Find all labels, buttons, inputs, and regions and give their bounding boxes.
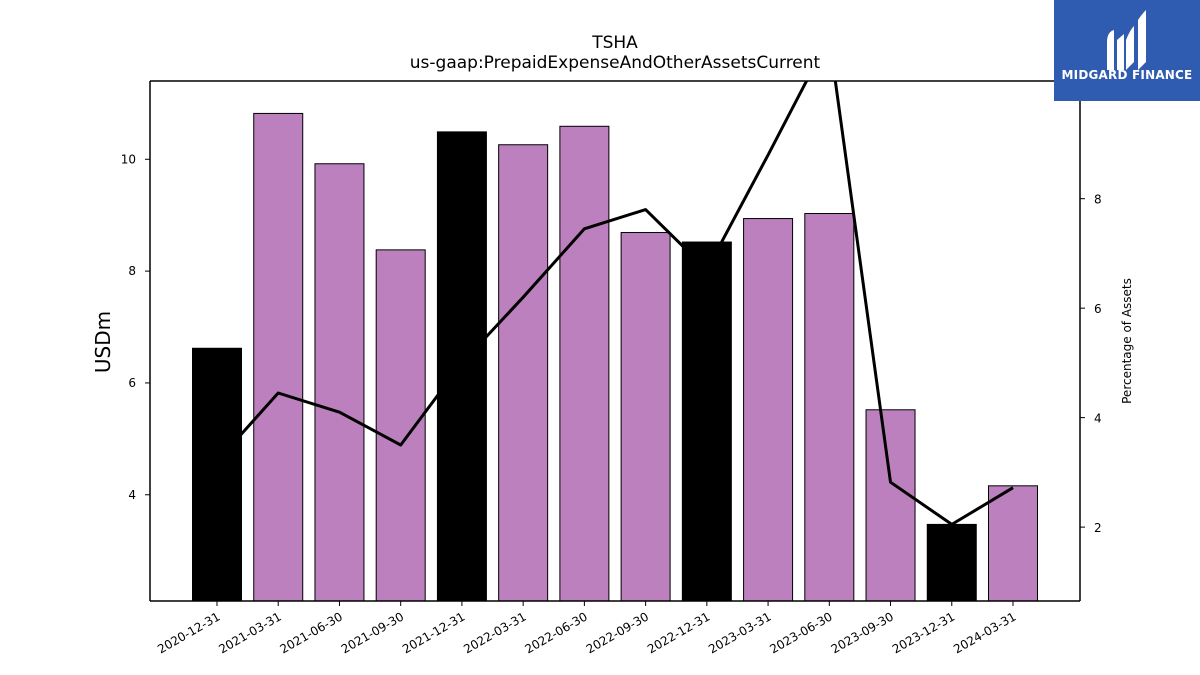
left-tick-label: 4 bbox=[128, 488, 136, 502]
right-tick-label: 8 bbox=[1094, 193, 1102, 207]
x-tick-label: 2021-09-30 bbox=[339, 609, 406, 656]
logo-text: MIDGARD FINANCE bbox=[1061, 68, 1193, 82]
right-tick-label: 6 bbox=[1094, 302, 1102, 316]
bar-2023-09-30 bbox=[865, 409, 916, 601]
bar-2020-12-31 bbox=[192, 347, 242, 601]
logo-mark-icon bbox=[1107, 10, 1146, 70]
bar-2021-09-30 bbox=[375, 249, 426, 601]
bar-2022-03-31 bbox=[498, 144, 549, 601]
x-tick-label: 2020-12-31 bbox=[155, 609, 222, 656]
x-tick-label: 2022-06-30 bbox=[522, 609, 589, 656]
x-tick-label: 2023-03-31 bbox=[706, 609, 773, 656]
chart-subtitle: us-gaap:PrepaidExpenseAndOtherAssetsCurr… bbox=[410, 53, 821, 73]
x-tick-label: 2023-12-31 bbox=[890, 609, 957, 656]
midgard-finance-logo: MIDGARD FINANCE bbox=[1054, 0, 1200, 101]
x-tick-label: 2023-06-30 bbox=[767, 609, 834, 656]
bar-2022-12-31 bbox=[681, 241, 732, 601]
bar-2021-03-31 bbox=[253, 112, 304, 601]
y2-axis-label: Percentage of Assets bbox=[1120, 278, 1134, 404]
bar-2022-06-30 bbox=[559, 125, 610, 601]
chart-title: TSHA bbox=[591, 33, 638, 53]
left-tick-label: 8 bbox=[128, 264, 136, 278]
bar-2022-09-30 bbox=[620, 232, 671, 601]
x-tick-label: 2022-12-31 bbox=[645, 609, 712, 656]
x-tick-label: 2021-12-31 bbox=[400, 609, 467, 656]
right-tick-label: 2 bbox=[1094, 521, 1102, 535]
x-tick-label: 2021-06-30 bbox=[278, 609, 345, 656]
x-tick-label: 2022-09-30 bbox=[584, 609, 651, 656]
x-tick-label: 2022-03-31 bbox=[461, 609, 528, 656]
left-tick-label: 10 bbox=[121, 152, 136, 166]
bar-2021-12-31 bbox=[436, 131, 487, 601]
right-tick-label: 4 bbox=[1094, 412, 1102, 426]
bar-2023-06-30 bbox=[804, 213, 855, 601]
left-tick-label: 6 bbox=[128, 376, 136, 390]
x-tick-label: 2021-03-31 bbox=[216, 609, 283, 656]
percentage-line bbox=[215, 81, 1014, 526]
bar-2023-12-31 bbox=[926, 523, 977, 601]
bar-2023-03-31 bbox=[743, 218, 794, 601]
x-tick-label: 2023-09-30 bbox=[829, 609, 896, 656]
bar-2024-03-31 bbox=[988, 485, 1038, 601]
bar-2021-06-30 bbox=[314, 163, 365, 601]
y-axis-label: USDm bbox=[91, 311, 115, 373]
x-tick-label: 2024-03-31 bbox=[951, 609, 1018, 656]
